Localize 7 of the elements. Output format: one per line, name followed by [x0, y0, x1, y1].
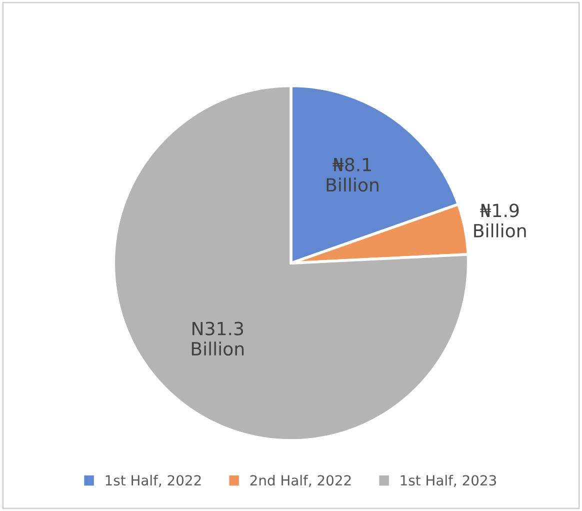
- legend-label: 1st Half, 2023: [400, 474, 496, 488]
- legend-label: 1st Half, 2022: [106, 474, 201, 488]
- legend-label: 2nd Half, 2022: [250, 474, 351, 488]
- data-label: N31.3 Billion: [192, 322, 244, 356]
- pie-slice: [112, 84, 470, 442]
- data-label: ₦1.9 Billion: [474, 204, 526, 238]
- data-label: ₦8.1 Billion: [326, 158, 378, 192]
